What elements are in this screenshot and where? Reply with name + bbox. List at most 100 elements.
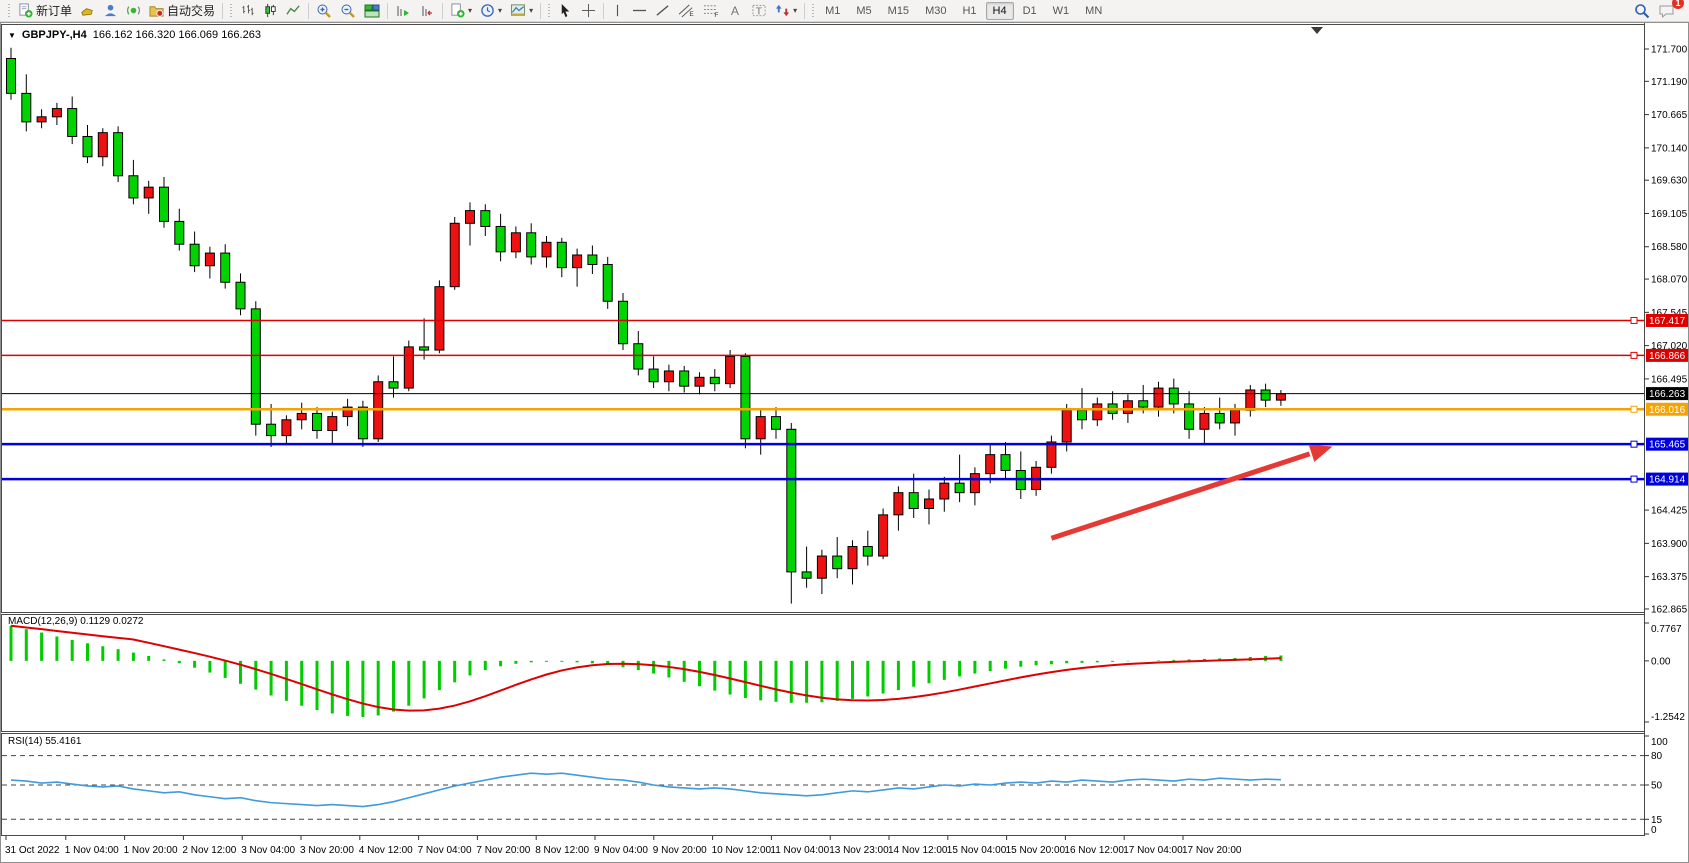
price-line-handle[interactable]: [1630, 440, 1638, 448]
timeframe-mn[interactable]: MN: [1085, 4, 1103, 17]
new-chart-button[interactable]: ▾: [446, 0, 476, 22]
price-badge-label: 165.465: [1649, 440, 1686, 451]
trendline-button[interactable]: [651, 0, 674, 22]
chart-shift-icon: [422, 5, 433, 16]
toolbar-grip[interactable]: [811, 3, 816, 18]
trend-arrow-annotation[interactable]: [1050, 451, 1311, 541]
timeframe-h1[interactable]: H1: [962, 4, 977, 17]
chat-button[interactable]: 1: [1654, 0, 1684, 22]
price-tick-label: 168.070: [1651, 275, 1688, 286]
candle: [954, 482, 965, 494]
zoom-out-button[interactable]: [336, 0, 360, 22]
candle: [1046, 441, 1057, 468]
price-line-handle[interactable]: [1630, 351, 1638, 359]
tile-windows-button[interactable]: [360, 0, 384, 22]
new-chart-icon: [451, 3, 465, 18]
signals-button[interactable]: [122, 0, 145, 22]
candlestick-chart-button[interactable]: [259, 0, 282, 22]
price-line-handle[interactable]: [1630, 316, 1638, 324]
time-tick-label: 15 Nov 20:00: [1006, 845, 1066, 856]
time-tick-label: 7 Nov 04:00: [418, 845, 472, 856]
cursor-button[interactable]: [554, 0, 577, 22]
candle: [847, 546, 858, 570]
candle: [312, 412, 322, 432]
timeframe-d1[interactable]: D1: [1022, 4, 1037, 17]
new-order-button[interactable]: 新订单: [14, 0, 76, 22]
candle: [510, 232, 521, 253]
time-tick-label: 3 Nov 20:00: [300, 845, 354, 856]
bar-chart-button[interactable]: [236, 0, 259, 22]
price-line-handle[interactable]: [1630, 475, 1638, 483]
timeframe-m5[interactable]: M5: [856, 4, 872, 17]
time-tick-label: 8 Nov 12:00: [535, 845, 589, 856]
horizontal-line-button[interactable]: [628, 0, 651, 22]
chart-symbol-title: GBPJPY-,H4: [21, 29, 87, 41]
price-badge: [1646, 348, 1688, 362]
price-badge: [1646, 387, 1688, 401]
toolbar-grip[interactable]: [547, 3, 552, 18]
chart-profiles-icon: [81, 8, 93, 16]
candle: [1138, 400, 1149, 408]
toolbar-grip[interactable]: [229, 3, 234, 18]
candle: [1153, 387, 1164, 408]
candle: [434, 286, 445, 351]
price-tick-label: 169.105: [1651, 209, 1688, 220]
zoom-in-button[interactable]: [312, 0, 336, 22]
candle: [449, 222, 460, 288]
candle: [694, 376, 705, 387]
chart-shift-button[interactable]: [415, 0, 439, 22]
chart-shift-marker[interactable]: [1311, 27, 1323, 34]
candle: [143, 186, 154, 199]
separator: [442, 2, 444, 19]
auto-scroll-button[interactable]: [391, 0, 415, 22]
text-button[interactable]: A: [724, 0, 747, 22]
toolbar-grip[interactable]: [7, 3, 11, 18]
templates-button[interactable]: ▾: [506, 0, 537, 22]
svg-text:A: A: [731, 4, 740, 18]
autotrading-button[interactable]: 自动交易: [145, 0, 219, 22]
arrows-button[interactable]: ▾: [771, 0, 801, 22]
separator: [222, 2, 224, 19]
candle: [862, 546, 873, 557]
search-button[interactable]: [1630, 0, 1654, 22]
market-watch-button[interactable]: [99, 0, 122, 22]
crosshair-button[interactable]: [577, 0, 600, 22]
candle: [419, 346, 430, 351]
symbol-dropdown-icon[interactable]: ▼: [8, 30, 16, 40]
zoom-in-icon: [317, 4, 331, 18]
timeframe-m1[interactable]: M1: [825, 4, 841, 17]
candle: [618, 300, 628, 345]
line-chart-button[interactable]: [282, 0, 305, 22]
caret-down-icon: ▾: [468, 5, 473, 15]
clock-icon: [481, 4, 494, 17]
zoom-out-icon: [341, 4, 355, 18]
candle: [342, 406, 353, 418]
timeframe-m30[interactable]: M30: [925, 4, 947, 17]
price-badge: [1646, 402, 1688, 416]
text-label-button[interactable]: T: [747, 0, 771, 22]
fibonacci-button[interactable]: F: [699, 0, 724, 22]
search-icon: [1635, 3, 1650, 18]
equidistant-channel-button[interactable]: E: [674, 0, 699, 22]
candle: [1122, 400, 1133, 414]
timeframe-w1[interactable]: W1: [1052, 4, 1070, 17]
candle: [878, 514, 889, 557]
vertical-line-button[interactable]: [607, 0, 628, 22]
price-tick-label: 169.630: [1651, 176, 1688, 187]
price-line-handle[interactable]: [1630, 405, 1638, 413]
time-tick-label: 13 Nov 23:00: [829, 845, 889, 856]
candle: [1245, 389, 1256, 411]
candle: [174, 220, 185, 245]
chart-canvas[interactable]: 171.700 171.190 170.665 170.140 169.630 169.1…: [1, 23, 1688, 862]
time-tick-label: 31 Oct 2022: [5, 845, 60, 856]
time-tick-label: 10 Nov 12:00: [712, 845, 772, 856]
timeframe-m15[interactable]: M15: [887, 4, 910, 17]
tile-windows-icon: [364, 4, 380, 17]
rsi-tick-label: 80: [1651, 751, 1663, 762]
candle: [908, 492, 919, 510]
time-tick-label: 15 Nov 04:00: [947, 845, 1007, 856]
timeframe-h4[interactable]: H4: [985, 1, 1014, 20]
chart-profiles-button[interactable]: [76, 0, 99, 22]
candle: [786, 428, 797, 573]
clock-button[interactable]: ▾: [476, 0, 506, 22]
